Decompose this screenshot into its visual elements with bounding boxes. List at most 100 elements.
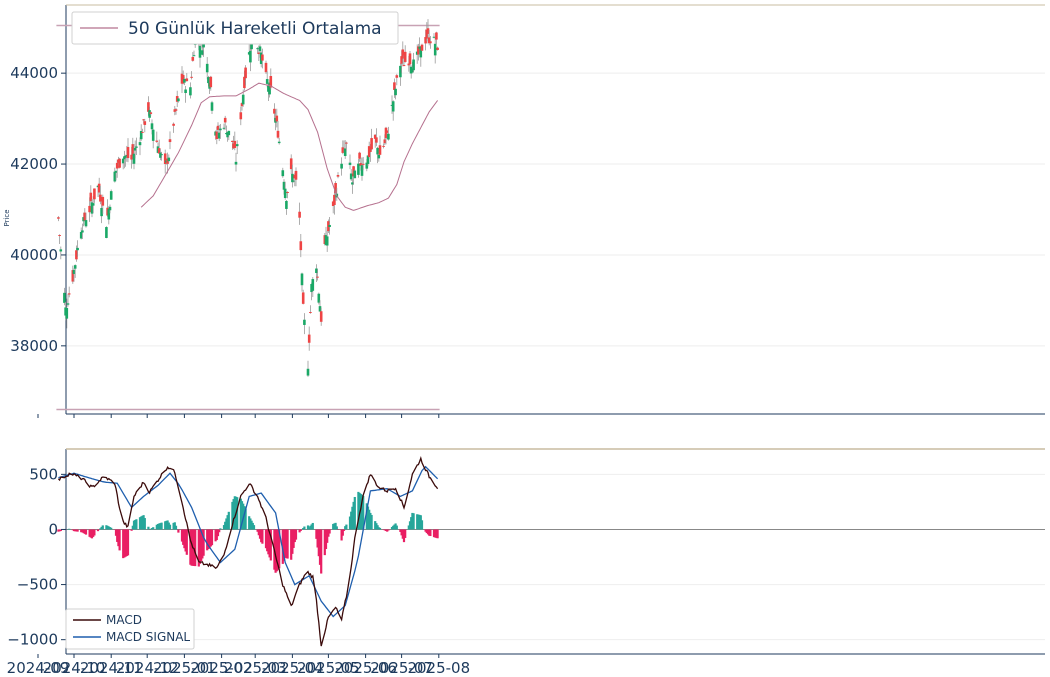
candle-body [93,188,96,200]
candle-body [241,94,245,105]
histogram-bar [207,529,210,550]
candle-body [142,119,145,121]
moving-average-line [140,82,439,211]
histogram-bar [318,529,322,565]
candle-body [166,158,169,164]
candle-body [57,217,60,219]
histogram-bar [333,523,336,530]
candle-body [215,131,219,140]
candle-body [357,163,360,175]
histogram-bar [83,529,86,534]
candle-body [244,67,247,79]
histogram-bar [302,527,305,530]
candle-body [72,269,76,274]
histogram-bar [159,523,162,530]
histogram-bar [429,529,432,537]
histogram-bar [299,529,302,531]
candle-body [286,191,289,193]
histogram-bar [239,498,242,530]
candle-body [376,147,379,155]
candle-body [375,137,378,143]
histogram-bar [317,529,320,557]
histogram-bar [134,519,137,530]
histogram-bar [267,529,270,555]
histogram-bar [194,529,197,567]
candle-body [315,268,318,273]
histogram-bar [90,529,94,539]
candle-body [115,162,119,169]
candle-body [433,43,437,56]
candle-body [403,51,407,62]
candle-body [300,273,304,286]
candle-body [151,129,155,141]
candle-body [210,102,214,111]
candle-body [79,231,83,239]
x-tick-label: 2025-07 [370,659,433,677]
histogram-bar [57,529,60,532]
candle-body [319,311,323,322]
histogram-bar [360,494,364,530]
candle-body [311,279,315,291]
macd-line [57,455,439,647]
histogram-bar [411,512,414,530]
histogram-bar [108,527,112,530]
histogram-bar [71,529,74,531]
histogram-bar [164,521,167,530]
histogram-bar [219,528,222,530]
candle-body [76,247,79,251]
candle-body [239,112,243,120]
histogram-bar [232,499,235,530]
candle-body [258,46,262,52]
histogram-bar [392,525,395,530]
histogram-bar [189,529,192,565]
histogram-bar [138,517,142,530]
histogram-bar [140,516,143,530]
candle-body [307,334,311,343]
histogram-bar [76,529,79,532]
histogram-bar [156,523,160,530]
candle-body [149,112,153,114]
y-tick-label: 38000 [10,337,58,355]
histogram-bar [116,529,119,542]
histogram-bar [342,529,346,531]
histogram-bar [424,529,427,532]
histogram-bar [362,495,365,530]
histogram-bar [122,529,125,559]
histogram-bar [399,529,402,532]
histogram-bar [68,528,71,530]
candle-body [408,53,412,65]
y-tick-label: −1000 [7,631,58,649]
x-tick-label: 2025-02 [190,659,253,677]
candle-body [387,133,390,140]
histogram-bar [250,520,253,530]
histogram-bar [378,527,382,530]
candle-body [277,141,281,144]
histogram-bar [125,529,128,557]
candle-body [373,134,377,139]
histogram-bar [244,508,247,530]
histogram-bar [155,524,158,530]
candle-body [435,32,438,40]
histogram-bar [92,529,95,537]
histogram-bar [177,529,180,533]
y-tick-label: 0 [48,520,58,538]
histogram-bar [386,529,389,532]
candle-body [235,144,239,147]
candle-body [336,175,340,177]
histogram-bar [240,501,244,530]
candle-body [148,110,151,118]
candle-body [157,148,161,154]
histogram-bar [369,512,372,530]
candle-body [113,171,117,182]
candle-body [131,144,135,156]
candle-body [66,303,70,305]
histogram-bar [309,525,312,530]
candle-body [419,46,423,58]
candle-body [340,163,343,169]
histogram-bar [131,525,134,530]
histogram-bar [190,529,193,566]
histogram-bar [132,520,136,530]
candle-body [177,98,180,102]
histogram-bar [365,503,368,530]
candle-body [189,87,192,96]
